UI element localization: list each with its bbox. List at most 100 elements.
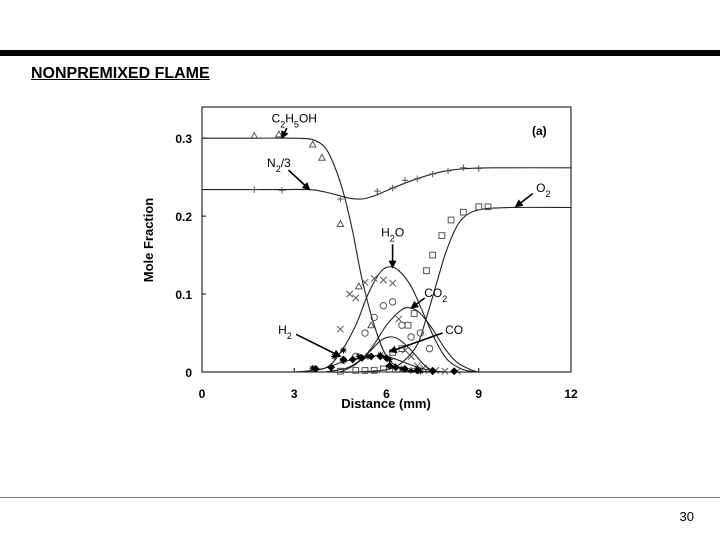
annotation-h2o: H2O bbox=[381, 225, 404, 269]
series-co2-point bbox=[379, 302, 388, 310]
series-n2-3-point bbox=[429, 170, 436, 178]
series-n2-3-point bbox=[444, 167, 452, 175]
series-o2-point bbox=[410, 310, 418, 317]
series-co2-point bbox=[388, 298, 397, 306]
series-o2-point bbox=[370, 367, 378, 374]
y-tick-label: 0.3 bbox=[175, 132, 192, 146]
series-h2o-point bbox=[407, 352, 415, 360]
annotation-h2-arrow bbox=[295, 333, 342, 358]
series-n2-3-point bbox=[278, 187, 286, 194]
series-h2o-point bbox=[361, 278, 369, 286]
series-n2-3-point bbox=[475, 165, 482, 172]
annotation-n2-3-label: N2/3 bbox=[267, 156, 291, 174]
y-tick-label: 0 bbox=[185, 366, 192, 380]
x-axis-title: Distance (mm) bbox=[341, 396, 431, 411]
plot-area bbox=[201, 106, 572, 373]
series-c2h5oh-point bbox=[317, 153, 326, 161]
annotation-co-label: CO bbox=[445, 323, 463, 337]
series-n2-3-point bbox=[401, 177, 409, 184]
x-tick-label: 9 bbox=[475, 387, 482, 401]
page-number: 30 bbox=[679, 509, 694, 524]
series-c2h5oh-point bbox=[308, 140, 317, 148]
annotation-h2: H2 bbox=[278, 323, 342, 358]
annotation-co2-arrow bbox=[410, 297, 426, 309]
series-h2o-point bbox=[379, 276, 387, 284]
series-h2-point bbox=[450, 367, 459, 376]
x-tick-label: 0 bbox=[199, 387, 206, 401]
series-o2-point bbox=[423, 267, 430, 275]
series-o2-point bbox=[352, 367, 360, 374]
series-h2-point bbox=[327, 363, 336, 372]
series-n2-3-point bbox=[460, 164, 467, 171]
series-c2h5oh-point bbox=[336, 219, 345, 227]
bottom-rule bbox=[0, 497, 720, 498]
annotation-o2-label: O2 bbox=[536, 181, 550, 199]
series-h2 bbox=[300, 352, 464, 376]
series-h2o-point bbox=[401, 346, 409, 354]
annotation-c2h5oh-label: C2H5OH bbox=[272, 112, 317, 130]
series-h2-point bbox=[339, 355, 348, 364]
series-o2-point bbox=[475, 203, 483, 211]
panel-label: (a) bbox=[532, 124, 547, 138]
series-h2o-point bbox=[441, 367, 449, 375]
series-co2-line bbox=[340, 306, 479, 373]
series-h2o-point bbox=[395, 315, 403, 323]
series-co2-point bbox=[425, 344, 434, 353]
series-h2-point bbox=[357, 354, 366, 362]
annotation-co-arrow bbox=[388, 332, 443, 354]
series-h2-point bbox=[376, 352, 385, 361]
x-tick-label: 6 bbox=[383, 387, 390, 401]
series-co-point bbox=[407, 367, 415, 374]
series-h2o-point bbox=[336, 325, 344, 333]
series-co-line bbox=[324, 336, 443, 373]
series-n2-3-point bbox=[374, 187, 381, 195]
annotation-layer: C2H5OH N2/3 O2 H2O CO2 CO H2 bbox=[267, 112, 551, 358]
series-h2o-point bbox=[352, 294, 360, 302]
series-h2-point bbox=[367, 352, 376, 361]
series-h2-point bbox=[413, 366, 422, 375]
x-tick-label: 12 bbox=[564, 387, 578, 401]
annotation-co: CO bbox=[388, 323, 463, 354]
series-co2-point bbox=[407, 333, 415, 341]
series-n2-3-point bbox=[414, 175, 421, 182]
series-c2h5oh-point bbox=[250, 131, 259, 139]
annotation-co2: CO2 bbox=[410, 286, 447, 309]
series-h2-point bbox=[428, 367, 437, 376]
series-h2o-point bbox=[370, 274, 378, 283]
series-n2-3-point bbox=[337, 195, 344, 203]
series-c2h5oh-point bbox=[274, 130, 283, 138]
x-tick-label: 3 bbox=[291, 387, 298, 401]
series-o2-point bbox=[438, 232, 446, 239]
series-h2-point bbox=[348, 355, 357, 364]
series-co-point bbox=[340, 346, 347, 354]
series-co2-point bbox=[398, 321, 406, 329]
series-n2-3-point bbox=[251, 186, 258, 193]
annotation-n2-3-arrow bbox=[287, 169, 311, 191]
series-h2-point bbox=[382, 354, 391, 362]
y-tick-label: 0.2 bbox=[175, 210, 192, 224]
series-co-point bbox=[355, 353, 363, 360]
annotation-c2h5oh-arrow bbox=[281, 127, 289, 140]
series-o2-point bbox=[429, 251, 437, 259]
series-o2-point bbox=[484, 203, 492, 211]
series-h2o-point bbox=[389, 279, 397, 287]
y-tick-label: 0.1 bbox=[175, 288, 192, 302]
y-axis-title: Mole Fraction bbox=[141, 198, 156, 283]
y-axis: 0 0.1 0.2 0.3 bbox=[175, 132, 206, 380]
series-c2h5oh-point bbox=[354, 282, 363, 290]
annotation-n2-3: N2/3 bbox=[267, 156, 311, 191]
series-h2o-point bbox=[346, 290, 354, 298]
annotation-co2-label: CO2 bbox=[424, 286, 447, 304]
series-h2-point bbox=[391, 363, 400, 372]
slide-title: NONPREMIXED FLAME bbox=[31, 65, 210, 82]
series-co2-point bbox=[361, 329, 369, 337]
series-o2-point bbox=[447, 216, 455, 224]
series-c2h5oh-point bbox=[367, 321, 376, 329]
series-o2-point bbox=[361, 367, 369, 374]
series-h2-point bbox=[401, 364, 409, 373]
annotation-o2-arrow bbox=[514, 192, 534, 208]
annotation-h2o-label: H2O bbox=[381, 225, 404, 243]
series-n2-3 bbox=[202, 164, 572, 203]
annotation-h2-label: H2 bbox=[278, 323, 292, 341]
series-h2-point bbox=[311, 364, 320, 373]
